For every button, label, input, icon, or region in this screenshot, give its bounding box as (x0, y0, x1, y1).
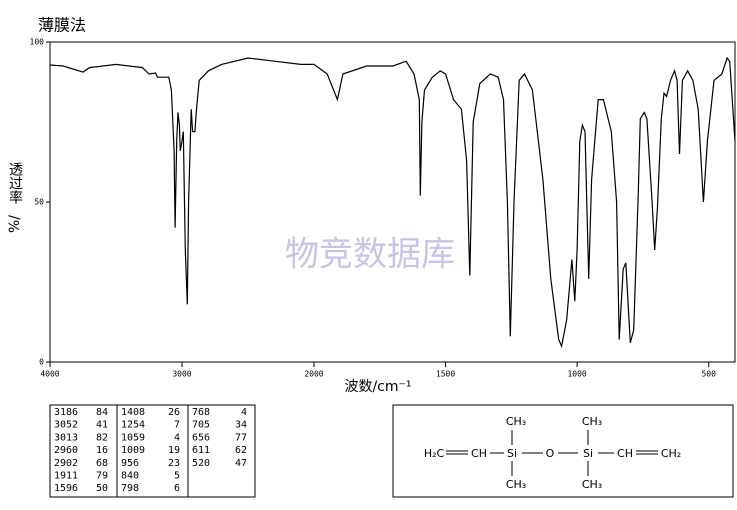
atom: Si (583, 447, 593, 460)
y-tick-label: 0 (39, 358, 44, 367)
wavenumber: 1009 (121, 445, 145, 456)
y-label: 透过率 (7, 162, 23, 204)
wavenumber: 798 (121, 483, 139, 494)
transmittance: 41 (96, 420, 108, 431)
x-tick-label: 3000 (172, 370, 191, 379)
x-tick-label: 2000 (304, 370, 323, 379)
atom: Si (507, 447, 517, 460)
x-tick-label: 1000 (567, 370, 586, 379)
wavenumber: 611 (192, 445, 210, 456)
transmittance: 19 (168, 445, 180, 456)
peak-table: 3186 84 3052 41 3013 82 2960 16 2902 68 1911 79 1596… (54, 407, 247, 494)
transmittance: 5 (174, 471, 180, 482)
transmittance: 23 (168, 458, 180, 469)
atom: CH₂ (661, 447, 681, 460)
transmittance: 16 (96, 445, 108, 456)
transmittance: 4 (174, 432, 180, 443)
transmittance: 82 (96, 432, 108, 443)
structure: H₂C CH Si O Si CH CH₂ CH₃ CH₃ CH₃ CH₃ (424, 415, 681, 491)
atom: CH (617, 447, 633, 460)
transmittance: 7 (174, 420, 180, 431)
transmittance: 62 (235, 445, 247, 456)
methyl: CH₃ (506, 478, 526, 491)
wavenumber: 1408 (121, 407, 145, 418)
structure-frame (392, 404, 734, 498)
methyl: CH₃ (582, 415, 602, 428)
transmittance: 77 (235, 432, 247, 443)
wavenumber: 956 (121, 458, 139, 469)
transmittance: 6 (174, 483, 180, 494)
wavenumber: 1596 (54, 483, 78, 494)
wavenumber: 520 (192, 458, 210, 469)
transmittance: 34 (235, 420, 247, 431)
bonds (446, 430, 658, 476)
plot-frame (49, 41, 736, 363)
wavenumber: 1911 (54, 471, 78, 482)
wavenumber: 840 (121, 471, 139, 482)
wavenumber: 656 (192, 432, 210, 443)
wavenumber: 705 (192, 420, 210, 431)
transmittance: 4 (241, 407, 247, 418)
wavenumber: 3186 (54, 407, 78, 418)
wavenumber: 2960 (54, 445, 78, 456)
watermark: 物竞数据库 (285, 235, 455, 275)
x-tick-label: 500 (701, 370, 716, 379)
wavenumber: 2902 (54, 458, 78, 469)
x-tick-label: 1500 (436, 370, 455, 379)
atom: O (546, 447, 555, 460)
y-tick-label: 50 (34, 198, 44, 207)
wavenumber: 3052 (54, 420, 78, 431)
y-tick-label: 100 (30, 38, 45, 47)
x-tick-label: 4000 (40, 370, 59, 379)
transmittance: 26 (168, 407, 180, 418)
spectrum-line (49, 56, 736, 348)
chart-title: 薄膜法 (38, 16, 86, 35)
wavenumber: 1059 (121, 432, 145, 443)
wavenumber: 768 (192, 407, 210, 418)
atom: CH (471, 447, 487, 460)
plot: 0 50 100 4000 3000 2000 1500 1000 500 (30, 38, 736, 379)
wavenumber: 3013 (54, 432, 78, 443)
methyl: CH₃ (506, 415, 526, 428)
transmittance: 68 (96, 458, 108, 469)
x-label: 波数/cm⁻¹ (344, 379, 411, 395)
atom: H₂C (424, 447, 445, 460)
transmittance: 79 (96, 471, 108, 482)
wavenumber: 1254 (121, 420, 145, 431)
transmittance: 50 (96, 483, 108, 494)
methyl: CH₃ (582, 478, 602, 491)
y-unit: %/ (7, 215, 23, 233)
transmittance: 47 (235, 458, 247, 469)
peak-table-frame (49, 404, 256, 498)
transmittance: 84 (96, 407, 108, 418)
